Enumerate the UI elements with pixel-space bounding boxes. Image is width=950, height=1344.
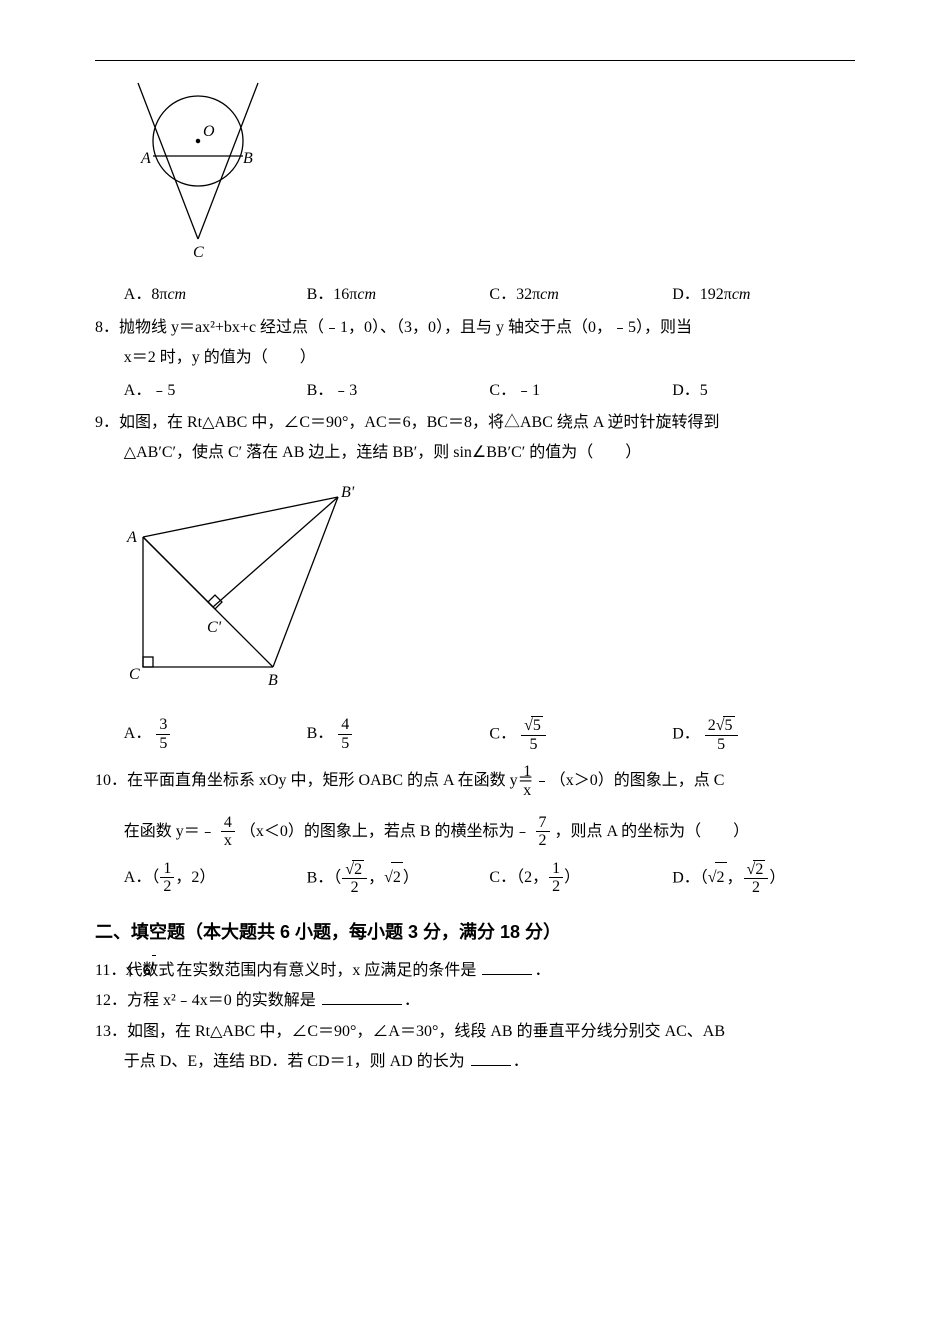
q12-text: 12．方程 x²﹣4x＝0 的实数解是 (95, 992, 316, 1009)
q7-label-o: O (203, 123, 215, 140)
q8-option-b: B．﹣3 (307, 376, 490, 406)
q8-stem-cont: x＝2 时，y 的值为（ ） (95, 343, 855, 373)
q13-blank (471, 1049, 511, 1066)
q9-stem-cont: △AB′C′，使点 C′ 落在 AB 边上，连结 BB′，则 sin∠BB′C′… (95, 438, 855, 468)
q10-stem: 10．在平面直角坐标系 xOy 中，矩形 OABC 的点 A 在函数 y＝ 1x… (95, 763, 855, 799)
q11: 11．代数式x−6在实数范围内有意义时，x 应满足的条件是 ． (95, 955, 855, 986)
q9-label-b: B (268, 672, 278, 689)
exam-page: A O B C A．8πcm B．16πcm C．32πcm D．192πcm … (95, 0, 855, 1118)
q7-label-c: C (193, 244, 204, 261)
q10-frac3: 72 (536, 814, 550, 850)
q10-text2-mid: （x＜0）的图象上，若点 B 的横坐标为﹣ (240, 822, 531, 839)
q10-frac1: 1x (539, 763, 545, 799)
q13-end: ． (513, 1053, 529, 1070)
q10-option-c: C．（2，12） (489, 860, 672, 897)
q9-option-b: B． 45 (307, 716, 490, 753)
q9-label-c: C (129, 666, 140, 683)
q7-label-a: A (140, 150, 151, 167)
q9-text1: 9．如图，在 Rt△ABC 中，∠C＝90°，AC＝6，BC＝8，将△ABC 绕… (95, 414, 720, 431)
q9-options: A． 35 B． 45 C． 55 D． 255 (95, 716, 855, 753)
q7-svg: A O B C (113, 81, 283, 261)
q9-label-a: A (126, 529, 137, 546)
q11-end: ． (534, 962, 550, 979)
q9-text2: △AB′C′，使点 C′ 落在 AB 边上，连结 BB′，则 sin∠BB′C′… (124, 444, 641, 461)
q11-sqrt: x−6 (174, 955, 176, 986)
q12: 12．方程 x²﹣4x＝0 的实数解是 ． (95, 986, 855, 1016)
q8-option-c: C．﹣1 (489, 376, 672, 406)
q7-options: A．8πcm B．16πcm C．32πcm D．192πcm (95, 280, 855, 310)
q10-frac2: 4x (221, 814, 235, 850)
q7-label-b: B (243, 150, 253, 167)
q10-option-d: D．（2，22） (672, 860, 855, 897)
q13-line1: 13．如图，在 Rt△ABC 中，∠C＝90°，∠A＝30°，线段 AB 的垂直… (95, 1017, 855, 1047)
q13-text1: 13．如图，在 Rt△ABC 中，∠C＝90°，∠A＝30°，线段 AB 的垂直… (95, 1023, 725, 1040)
q9-option-a: A． 35 (124, 716, 307, 753)
page-rule (95, 60, 855, 61)
q8-stem: 8．抛物线 y＝ax²+bx+c 经过点（﹣1，0）、（3，0），且与 y 轴交… (95, 313, 855, 343)
q9-figure: A B' C' C B (113, 477, 855, 708)
q8-options: A．﹣5 B．﹣3 C．﹣1 D．5 (95, 376, 855, 406)
q8-text2: x＝2 时，y 的值为（ ） (124, 349, 316, 366)
q9-svg: A B' C' C B (113, 477, 373, 697)
q10-option-a: A．（12，2） (124, 860, 307, 897)
q10-option-b: B．（22，2） (307, 860, 490, 897)
q10-text2-prefix: 在函数 y＝﹣ (124, 822, 216, 839)
q10-text1-suffix: （x＞0）的图象上，点 C (550, 772, 725, 789)
q10-text1-prefix: 10．在平面直角坐标系 xOy 中，矩形 OABC 的点 A 在函数 y＝ (95, 772, 534, 789)
q7-figure: A O B C (113, 81, 855, 272)
q10-stem-cont: 在函数 y＝﹣ 4x （x＜0）的图象上，若点 B 的横坐标为﹣ 72 ，则点 … (95, 814, 855, 850)
q10-options: A．（12，2） B．（22，2） C．（2，12） D．（2，22） (95, 860, 855, 897)
q13-text2: 于点 D、E，连结 BD．若 CD＝1，则 AD 的长为 (124, 1053, 465, 1070)
q9-label-cp: C' (207, 619, 222, 636)
q9-stem: 9．如图，在 Rt△ABC 中，∠C＝90°，AC＝6，BC＝8，将△ABC 绕… (95, 408, 855, 438)
q8-option-a: A．﹣5 (124, 376, 307, 406)
q8-text1: 8．抛物线 y＝ax²+bx+c 经过点（﹣1，0）、（3，0），且与 y 轴交… (95, 319, 692, 336)
q9-option-d: D． 255 (672, 716, 855, 753)
q8-option-d: D．5 (672, 376, 855, 406)
q7-option-c: C．32πcm (489, 280, 672, 310)
q9-option-c: C． 55 (489, 716, 672, 753)
q7-option-a: A．8πcm (124, 280, 307, 310)
q7-option-b: B．16πcm (307, 280, 490, 310)
q7-option-d: D．192πcm (672, 280, 855, 310)
q9-label-bp: B' (341, 484, 355, 501)
q11-blank (482, 958, 532, 975)
q12-end: ． (404, 992, 420, 1009)
q10-text2-suffix: ，则点 A 的坐标为（ ） (555, 822, 750, 839)
section2-title: 二、填空题（本大题共 6 小题，每小题 3 分，满分 18 分） (95, 915, 855, 949)
q13-line2: 于点 D、E，连结 BD．若 CD＝1，则 AD 的长为 ． (95, 1047, 855, 1077)
q12-blank (322, 988, 402, 1005)
q11-suffix: 在实数范围内有意义时，x 应满足的条件是 (176, 962, 476, 979)
